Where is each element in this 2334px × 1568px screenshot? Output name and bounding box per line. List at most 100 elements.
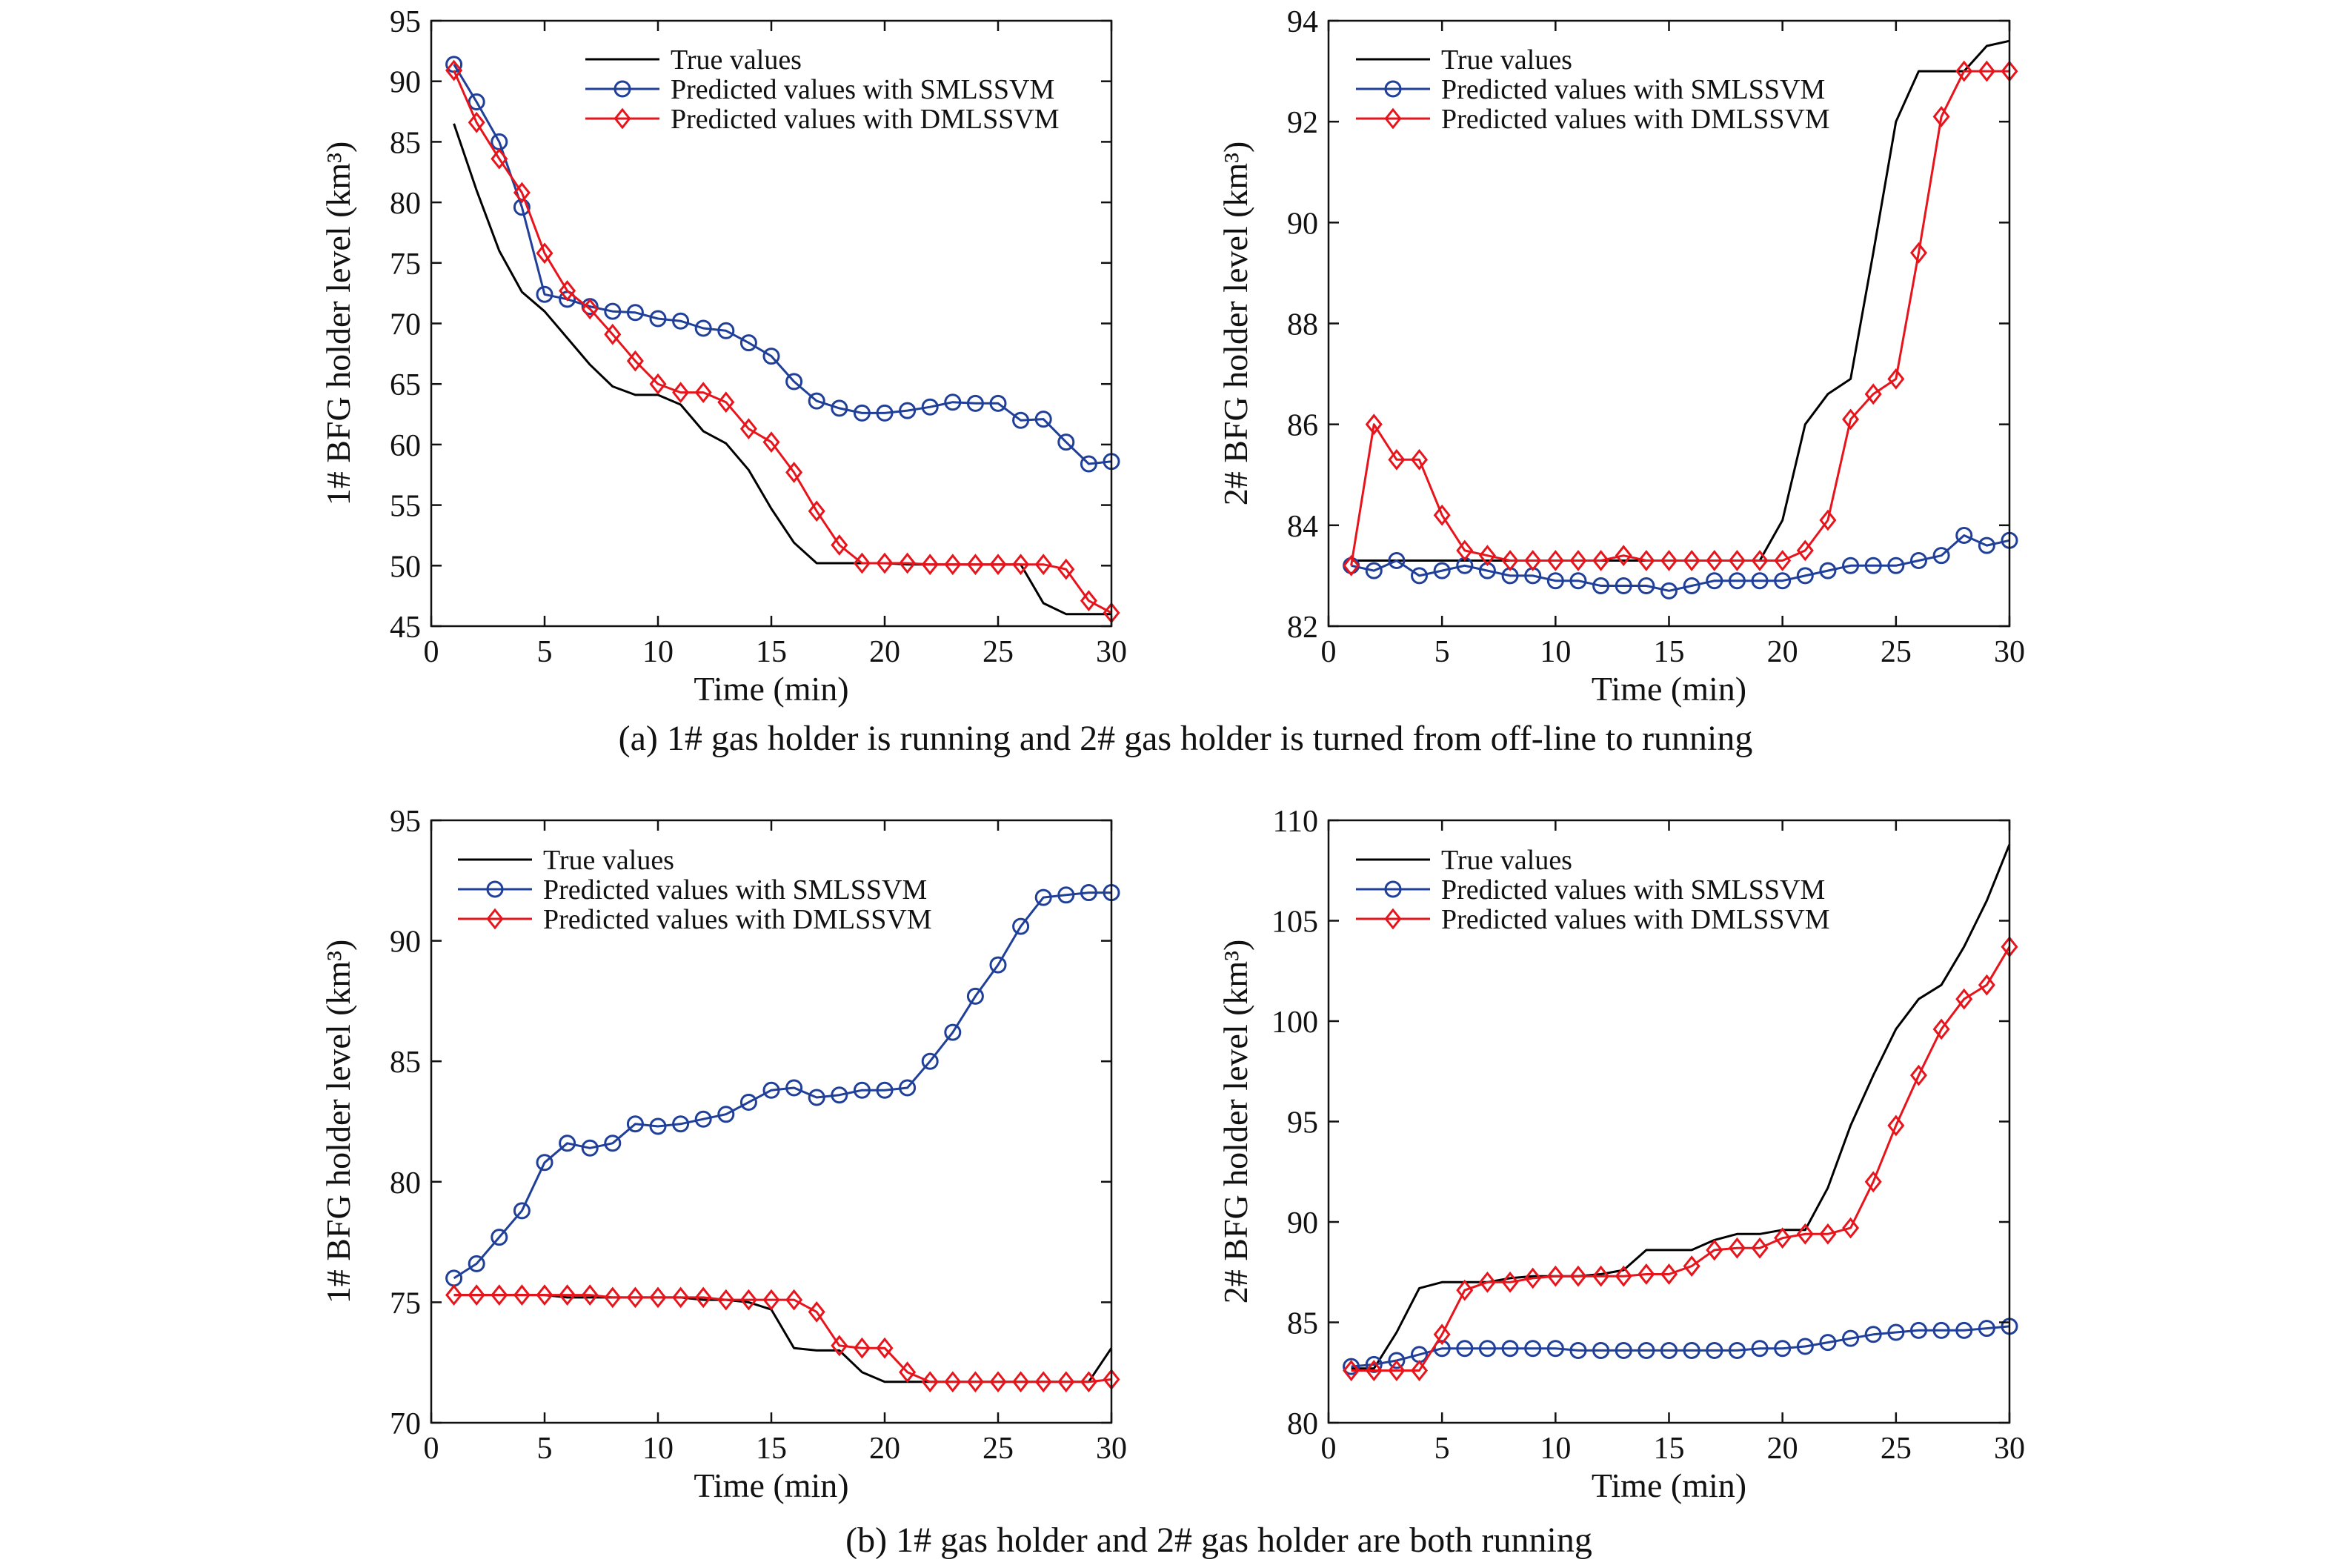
- legend-marker-smlssvm: [486, 880, 504, 898]
- data-point-dmlssvm: [1592, 550, 1610, 571]
- data-point-smlssvm: [1751, 1340, 1769, 1358]
- data-point-dmlssvm: [1388, 1360, 1406, 1381]
- data-point-dmlssvm: [604, 323, 622, 345]
- data-point-smlssvm: [649, 1117, 667, 1135]
- data-point-smlssvm: [739, 334, 757, 352]
- data-point-dmlssvm: [1615, 545, 1632, 567]
- data-point-dmlssvm: [921, 1371, 939, 1393]
- y-tick-label: 92: [1287, 106, 1318, 140]
- y-tick-label: 90: [390, 926, 421, 960]
- legend-label-true-values: True values: [1441, 44, 1572, 76]
- data-point-dmlssvm: [1796, 1223, 1814, 1245]
- data-point-dmlssvm: [944, 554, 962, 576]
- x-tick-label: 10: [642, 1432, 674, 1466]
- data-point-smlssvm: [1615, 1341, 1632, 1359]
- x-tick-label: 25: [983, 635, 1014, 669]
- data-point-dmlssvm: [1774, 1227, 1792, 1249]
- data-point-dmlssvm: [626, 1286, 644, 1309]
- y-tick-label: 75: [390, 1286, 421, 1320]
- data-point-dmlssvm: [1955, 60, 1973, 82]
- legend-label-smlssvm: Predicted values with SMLSSVM: [671, 74, 1054, 105]
- data-point-smlssvm: [581, 1139, 599, 1157]
- data-point-smlssvm: [1774, 1340, 1792, 1358]
- data-point-dmlssvm: [536, 242, 553, 265]
- data-point-dmlssvm: [831, 1335, 848, 1357]
- data-point-smlssvm: [966, 394, 984, 412]
- y-tick-label: 80: [390, 1166, 421, 1200]
- data-point-dmlssvm: [717, 1289, 735, 1311]
- data-point-dmlssvm: [649, 373, 667, 395]
- data-point-dmlssvm: [876, 1337, 894, 1359]
- data-point-smlssvm: [1864, 1326, 1882, 1343]
- data-point-smlssvm: [1388, 551, 1406, 569]
- data-point-dmlssvm: [808, 1301, 825, 1323]
- y-tick-label: 88: [1287, 308, 1318, 342]
- y-axis-label: 1# BFG holder level (km³): [319, 142, 357, 506]
- data-point-smlssvm: [1728, 572, 1746, 590]
- data-point-smlssvm: [1569, 1341, 1587, 1359]
- x-tick-label: 20: [869, 635, 900, 669]
- data-point-dmlssvm: [1978, 60, 1995, 82]
- data-point-dmlssvm: [1909, 242, 1927, 264]
- data-point-dmlssvm: [989, 554, 1007, 576]
- data-point-smlssvm: [717, 322, 735, 339]
- data-point-smlssvm: [1932, 1321, 1950, 1339]
- data-point-smlssvm: [1955, 526, 1973, 544]
- data-point-dmlssvm: [1365, 413, 1383, 436]
- series-line-smlssvm: [1351, 1325, 2010, 1368]
- data-point-smlssvm: [1683, 577, 1700, 595]
- data-point-smlssvm: [1706, 1341, 1723, 1359]
- y-tick-label: 80: [390, 187, 421, 221]
- data-point-smlssvm: [1365, 1355, 1383, 1373]
- data-point-dmlssvm: [966, 554, 984, 576]
- data-point-dmlssvm: [853, 552, 871, 574]
- data-point-smlssvm: [853, 1081, 871, 1099]
- data-point-dmlssvm: [1660, 550, 1678, 571]
- data-point-smlssvm: [672, 312, 690, 330]
- data-point-dmlssvm: [1012, 554, 1030, 576]
- data-point-dmlssvm: [1887, 368, 1905, 390]
- data-point-dmlssvm: [717, 391, 735, 413]
- data-point-dmlssvm: [1819, 1223, 1837, 1245]
- data-point-smlssvm: [1932, 547, 1950, 565]
- data-point-smlssvm: [1012, 411, 1030, 429]
- data-point-smlssvm: [1343, 1358, 1360, 1375]
- data-point-smlssvm: [1057, 886, 1075, 904]
- legend-label-true-values: True values: [671, 44, 802, 76]
- data-point-smlssvm: [536, 285, 553, 303]
- data-point-smlssvm: [1478, 1340, 1496, 1358]
- x-tick-label: 30: [1096, 635, 1127, 669]
- legend-label-smlssvm: Predicted values with SMLSSVM: [543, 874, 927, 906]
- series-line-smlssvm: [453, 64, 1112, 465]
- legend-marker-dmlssvm: [1384, 908, 1402, 930]
- data-point-dmlssvm: [649, 1286, 667, 1309]
- legend-label-dmlssvm: Predicted values with DMLSSVM: [543, 904, 932, 935]
- data-point-dmlssvm: [1955, 988, 1973, 1010]
- data-point-dmlssvm: [581, 1284, 599, 1306]
- data-point-dmlssvm: [1569, 550, 1587, 571]
- data-point-dmlssvm: [1456, 1279, 1474, 1301]
- legend-marker-dmlssvm: [1384, 107, 1402, 130]
- y-tick-label: 45: [390, 611, 421, 645]
- data-point-smlssvm: [468, 93, 485, 110]
- data-point-dmlssvm: [1524, 1267, 1542, 1289]
- data-point-dmlssvm: [1478, 545, 1496, 567]
- data-point-smlssvm: [989, 394, 1007, 412]
- data-point-dmlssvm: [468, 1284, 485, 1306]
- data-point-smlssvm: [1864, 557, 1882, 574]
- data-point-dmlssvm: [1433, 1323, 1451, 1346]
- y-tick-label: 70: [390, 1407, 421, 1441]
- y-axis-label: 2# BFG holder level (km³): [1217, 940, 1254, 1304]
- data-point-smlssvm: [831, 1086, 848, 1104]
- data-point-smlssvm: [1887, 1323, 1905, 1341]
- data-point-dmlssvm: [1343, 1360, 1360, 1381]
- data-point-dmlssvm: [626, 350, 644, 372]
- legend-marker-smlssvm: [614, 80, 631, 98]
- data-point-dmlssvm: [1751, 550, 1769, 571]
- data-point-smlssvm: [966, 987, 984, 1005]
- x-tick-label: 0: [424, 635, 439, 669]
- legend-label-dmlssvm: Predicted values with DMLSSVM: [1441, 904, 1830, 935]
- data-point-dmlssvm: [831, 534, 848, 556]
- data-point-smlssvm: [672, 1115, 690, 1133]
